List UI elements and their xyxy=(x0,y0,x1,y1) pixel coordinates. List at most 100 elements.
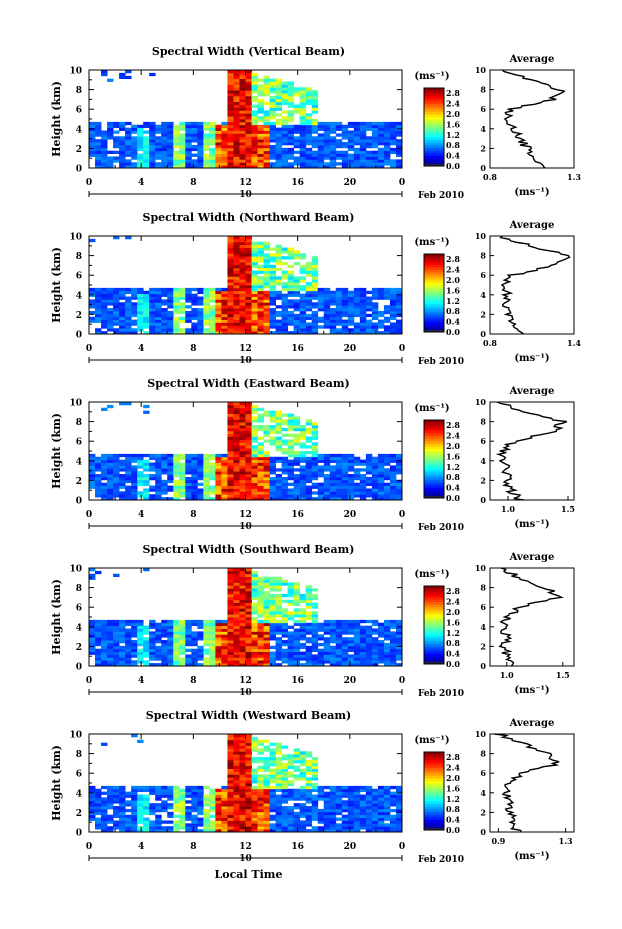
heatmap-cell xyxy=(185,634,192,638)
heatmap-cell xyxy=(257,116,264,120)
heatmap-cell xyxy=(149,136,156,140)
heatmap-cell xyxy=(389,625,397,629)
heatmap-cell xyxy=(179,800,186,804)
heatmap-cell xyxy=(323,474,331,478)
heatmap-cell xyxy=(389,660,397,664)
heatmap-cell xyxy=(215,622,222,627)
heatmap-cell xyxy=(113,476,120,481)
heatmap-cell xyxy=(263,774,270,778)
heatmap-cell xyxy=(107,456,114,461)
heatmap-cell xyxy=(125,471,132,475)
heatmap-cell xyxy=(245,783,252,787)
heatmap-cell xyxy=(395,162,403,166)
heatmap-cell xyxy=(365,302,373,306)
heatmap-cell xyxy=(239,407,246,412)
heatmap-cell xyxy=(191,127,198,131)
heatmap-cell xyxy=(311,165,319,169)
heatmap-cell xyxy=(143,453,150,458)
heatmap-cell xyxy=(299,823,307,827)
heatmap-cell xyxy=(155,791,162,795)
heatmap-cell xyxy=(101,800,108,804)
heatmap-cell xyxy=(227,482,234,486)
heatmap-cell xyxy=(377,133,385,137)
heatmap-cell xyxy=(89,319,96,323)
heatmap-cell xyxy=(245,780,252,784)
heatmap-cell xyxy=(257,119,264,123)
heatmap-cell xyxy=(263,817,270,821)
heatmap-cell xyxy=(257,596,264,601)
heatmap-cell xyxy=(227,742,234,746)
heatmap-cell xyxy=(305,430,313,435)
heatmap-cell xyxy=(347,142,355,146)
heatmap-cell xyxy=(239,471,246,475)
heatmap-cell xyxy=(287,313,295,318)
heatmap-cell xyxy=(227,745,234,749)
heatmap-cell xyxy=(263,765,270,769)
heatmap-cell xyxy=(125,290,132,295)
heatmap-cell xyxy=(335,150,343,154)
heatmap-cell xyxy=(119,159,126,163)
heatmap-cell xyxy=(263,757,270,761)
heatmap-cell xyxy=(371,159,379,163)
heatmap-cell xyxy=(251,87,258,91)
heatmap-cell xyxy=(287,87,295,91)
heatmap-cell xyxy=(245,497,252,501)
heatmap-cell xyxy=(365,654,373,658)
heatmap-cell xyxy=(221,794,228,798)
heatmap-cell xyxy=(341,299,349,303)
heatmap-cell xyxy=(257,98,264,103)
heatmap-cell xyxy=(305,98,313,103)
heatmap-cell xyxy=(245,442,252,446)
heatmap-cell xyxy=(245,302,252,306)
heatmap-cell xyxy=(293,657,301,661)
heatmap-cell xyxy=(269,319,276,323)
heatmap-cell xyxy=(287,81,295,85)
heatmap-cell xyxy=(311,800,319,804)
heatmap-cell xyxy=(137,794,144,798)
heatmap-cell xyxy=(179,144,186,149)
heatmap-cell xyxy=(107,319,114,323)
heatmap-cell xyxy=(245,419,252,423)
heatmap-cell xyxy=(281,608,289,612)
heatmap-cell xyxy=(275,774,283,778)
heatmap-cell xyxy=(245,465,252,469)
heatmap-cell xyxy=(275,416,283,420)
heatmap-cell xyxy=(287,625,295,629)
date-label: Feb 2010 xyxy=(418,357,464,367)
heatmap-cell xyxy=(293,156,301,160)
heatmap-cell xyxy=(221,147,228,152)
heatmap-cell xyxy=(101,453,108,458)
heatmap-cell xyxy=(245,745,252,749)
y-tick-label: 0 xyxy=(76,165,82,175)
heatmap-cell xyxy=(161,156,168,160)
heatmap-cell xyxy=(95,488,102,492)
heatmap-cell xyxy=(281,156,289,160)
heatmap-cell xyxy=(221,325,228,329)
heatmap-cell xyxy=(287,270,295,274)
heatmap-cell xyxy=(269,98,276,103)
heatmap-cell xyxy=(227,75,234,80)
heatmap-cell xyxy=(119,139,126,143)
heatmap-cell xyxy=(197,165,204,169)
heatmap-cell xyxy=(263,811,270,816)
heatmap-cell xyxy=(347,136,355,140)
colorbar-tick-label: 2.4 xyxy=(446,265,460,275)
heatmap-cell xyxy=(197,637,204,641)
heatmap-cell xyxy=(233,634,240,638)
heatmap-cell xyxy=(185,479,192,484)
heatmap-cell xyxy=(305,754,313,758)
heatmap-cell xyxy=(209,319,216,323)
heatmap-cell xyxy=(287,104,295,108)
heatmap-cell xyxy=(311,101,319,105)
heatmap-cell xyxy=(269,476,276,481)
heatmap-cell xyxy=(233,471,240,475)
heatmap-cell xyxy=(203,634,210,638)
heatmap-cell xyxy=(263,651,270,655)
heatmap-cell xyxy=(209,305,216,309)
heatmap-cell xyxy=(317,121,325,126)
heatmap-cell xyxy=(149,302,156,306)
heatmap-cell xyxy=(227,95,234,100)
heatmap-cell xyxy=(269,139,276,143)
heatmap-cell xyxy=(155,625,162,629)
heatmap-cell xyxy=(137,651,144,655)
